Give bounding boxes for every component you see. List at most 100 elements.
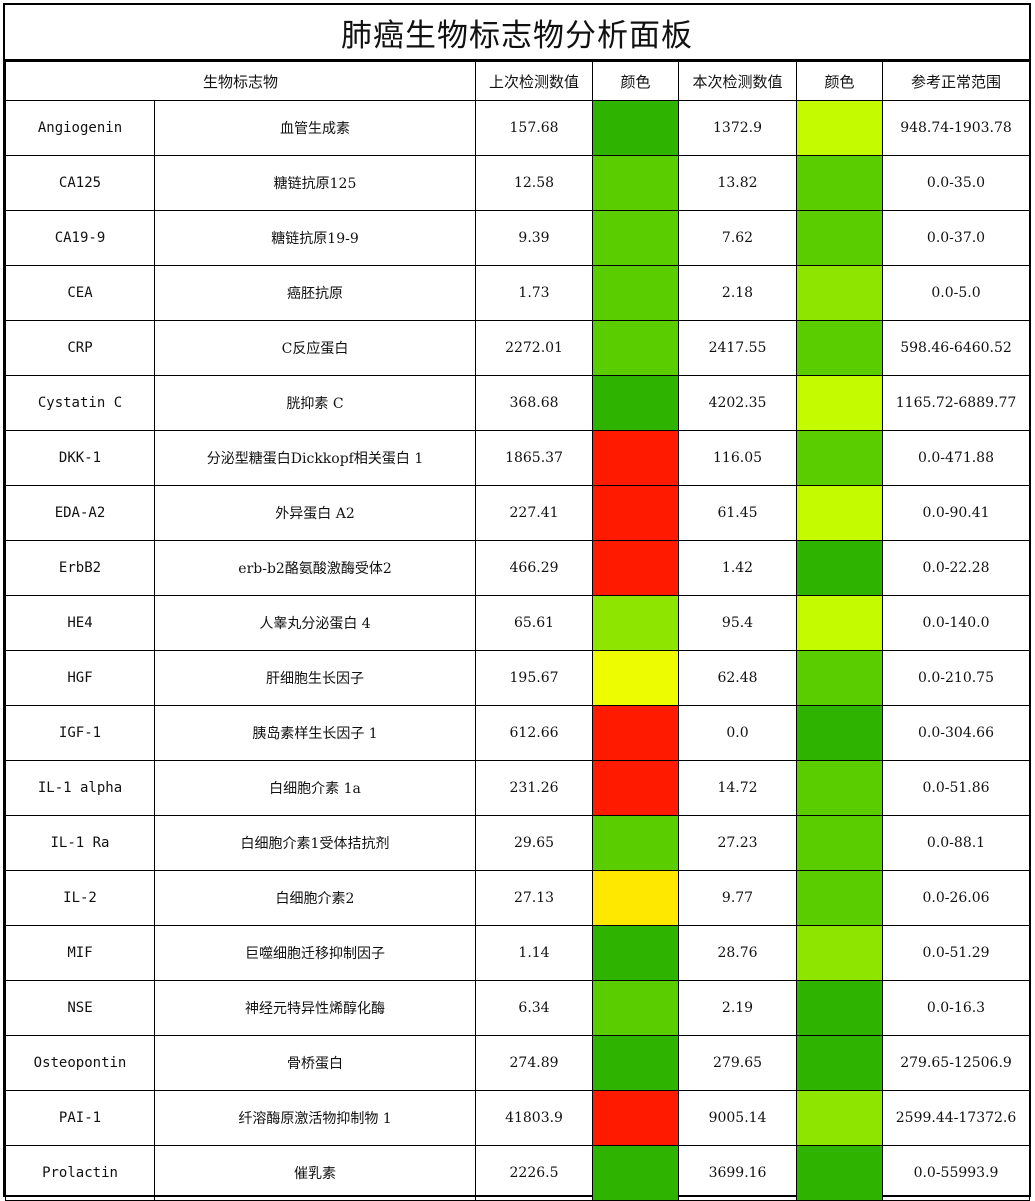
- biomarker-code: Angiogenin: [5, 100, 155, 156]
- current-color-swatch: [796, 815, 884, 871]
- previous-value: 9.39: [475, 210, 594, 266]
- previous-value: 612.66: [475, 705, 594, 761]
- header-current-value: 本次检测数值: [678, 61, 798, 101]
- current-value: 3699.16: [678, 1145, 798, 1201]
- biomarker-code: IL-2: [5, 870, 155, 926]
- previous-value: 368.68: [475, 375, 594, 431]
- biomarker-code: Cystatin C: [5, 375, 155, 431]
- previous-color-swatch: [592, 375, 680, 431]
- current-color-swatch: [796, 210, 884, 266]
- biomarker-code: CA125: [5, 155, 155, 211]
- current-color-swatch: [796, 705, 884, 761]
- current-color-swatch: [796, 925, 884, 981]
- biomarker-code: IL-1 alpha: [5, 760, 155, 816]
- current-color-swatch: [796, 155, 884, 211]
- biomarker-table: 生物标志物 上次检测数值 颜色 本次检测数值 颜色 参考正常范围 Angioge…: [4, 61, 1031, 1201]
- previous-value: 6.34: [475, 980, 594, 1036]
- previous-value: 29.65: [475, 815, 594, 871]
- biomarker-code: CA19-9: [5, 210, 155, 266]
- table-header-row: 生物标志物 上次检测数值 颜色 本次检测数值 颜色 参考正常范围: [4, 61, 1031, 101]
- current-color-swatch: [796, 760, 884, 816]
- biomarker-name: 神经元特异性烯醇化酶: [153, 980, 477, 1036]
- previous-color-swatch: [592, 265, 680, 321]
- current-color-swatch: [796, 1035, 884, 1091]
- current-value: 14.72: [678, 760, 798, 816]
- table-row: NSE 神经元特异性烯醇化酶 6.34 2.19 0.0-16.3: [5, 980, 1031, 1036]
- current-color-swatch: [796, 430, 884, 486]
- biomarker-code: ErbB2: [5, 540, 155, 596]
- table-row: Cystatin C 胱抑素 C 368.68 4202.35 1165.72-6889…: [5, 375, 1031, 431]
- biomarker-code: NSE: [5, 980, 155, 1036]
- table-row: IGF-1 胰岛素样生长因子 1 612.66 0.0 0.0-304.66: [5, 705, 1031, 761]
- previous-value: 466.29: [475, 540, 594, 596]
- previous-value: 231.26: [475, 760, 594, 816]
- biomarker-name: 白细胞介素1受体拮抗剂: [153, 815, 477, 871]
- previous-color-swatch: [592, 870, 680, 926]
- current-value: 28.76: [678, 925, 798, 981]
- previous-color-swatch: [592, 815, 680, 871]
- table-row: CRP C反应蛋白 2272.01 2417.55 598.46-6460.52: [5, 320, 1031, 376]
- current-color-swatch: [796, 540, 884, 596]
- reference-range: 0.0-51.29: [882, 925, 1031, 981]
- previous-color-swatch: [592, 925, 680, 981]
- table-row: HGF 肝细胞生长因子 195.67 62.48 0.0-210.75: [5, 650, 1031, 706]
- reference-range: 2599.44-17372.6: [882, 1090, 1031, 1146]
- reference-range: 948.74-1903.78: [882, 100, 1031, 156]
- previous-value: 274.89: [475, 1035, 594, 1091]
- current-color-swatch: [796, 1090, 884, 1146]
- reference-range: 0.0-16.3: [882, 980, 1031, 1036]
- biomarker-code: IGF-1: [5, 705, 155, 761]
- table-row: IL-2 白细胞介素2 27.13 9.77 0.0-26.06: [5, 870, 1031, 926]
- current-value: 61.45: [678, 485, 798, 541]
- header-reference-range: 参考正常范围: [882, 61, 1031, 101]
- previous-color-swatch: [592, 595, 680, 651]
- biomarker-name: 胱抑素 C: [153, 375, 477, 431]
- biomarker-name: 胰岛素样生长因子 1: [153, 705, 477, 761]
- reference-range: 0.0-304.66: [882, 705, 1031, 761]
- table-row: CA19-9 糖链抗原19-9 9.39 7.62 0.0-37.0: [5, 210, 1031, 266]
- previous-value: 195.67: [475, 650, 594, 706]
- current-value: 2.18: [678, 265, 798, 321]
- reference-range: 0.0-210.75: [882, 650, 1031, 706]
- biomarker-name: 癌胚抗原: [153, 265, 477, 321]
- biomarker-name: 白细胞介素 1a: [153, 760, 477, 816]
- current-value: 95.4: [678, 595, 798, 651]
- reference-range: 0.0-35.0: [882, 155, 1031, 211]
- previous-color-swatch: [592, 1035, 680, 1091]
- biomarker-code: IL-1 Ra: [5, 815, 155, 871]
- biomarker-name: 血管生成素: [153, 100, 477, 156]
- previous-color-swatch: [592, 485, 680, 541]
- biomarker-code: EDA-A2: [5, 485, 155, 541]
- biomarker-code: Osteopontin: [5, 1035, 155, 1091]
- biomarker-code: PAI-1: [5, 1090, 155, 1146]
- header-previous-value: 上次检测数值: [475, 61, 594, 101]
- biomarker-name: 糖链抗原19-9: [153, 210, 477, 266]
- table-row: CEA 癌胚抗原 1.73 2.18 0.0-5.0: [5, 265, 1031, 321]
- current-color-swatch: [796, 595, 884, 651]
- previous-value: 157.68: [475, 100, 594, 156]
- table-row: IL-1 alpha 白细胞介素 1a 231.26 14.72 0.0-51.86: [5, 760, 1031, 816]
- table-row: HE4 人睾丸分泌蛋白 4 65.61 95.4 0.0-140.0: [5, 595, 1031, 651]
- header-biomarker: 生物标志物: [4, 61, 477, 101]
- current-color-swatch: [796, 650, 884, 706]
- page-title: 肺癌生物标志物分析面板: [5, 5, 1029, 61]
- table-row: PAI-1 纤溶酶原激活物抑制物 1 41803.9 9005.14 2599.44-1…: [5, 1090, 1031, 1146]
- previous-color-swatch: [592, 430, 680, 486]
- previous-color-swatch: [592, 540, 680, 596]
- previous-value: 65.61: [475, 595, 594, 651]
- reference-range: 0.0-88.1: [882, 815, 1031, 871]
- table-row: ErbB2 erb-b2酪氨酸激酶受体2 466.29 1.42 0.0-22.28: [5, 540, 1031, 596]
- biomarker-name: 外异蛋白 A2: [153, 485, 477, 541]
- previous-color-swatch: [592, 980, 680, 1036]
- biomarker-code: HE4: [5, 595, 155, 651]
- current-value: 7.62: [678, 210, 798, 266]
- previous-value: 1.73: [475, 265, 594, 321]
- table-row: CA125 糖链抗原125 12.58 13.82 0.0-35.0: [5, 155, 1031, 211]
- previous-color-swatch: [592, 1145, 680, 1201]
- current-color-swatch: [796, 1145, 884, 1201]
- biomarker-name: 骨桥蛋白: [153, 1035, 477, 1091]
- reference-range: 0.0-140.0: [882, 595, 1031, 651]
- biomarker-name: 纤溶酶原激活物抑制物 1: [153, 1090, 477, 1146]
- reference-range: 598.46-6460.52: [882, 320, 1031, 376]
- table-row: Prolactin 催乳素 2226.5 3699.16 0.0-55993.9: [5, 1145, 1031, 1201]
